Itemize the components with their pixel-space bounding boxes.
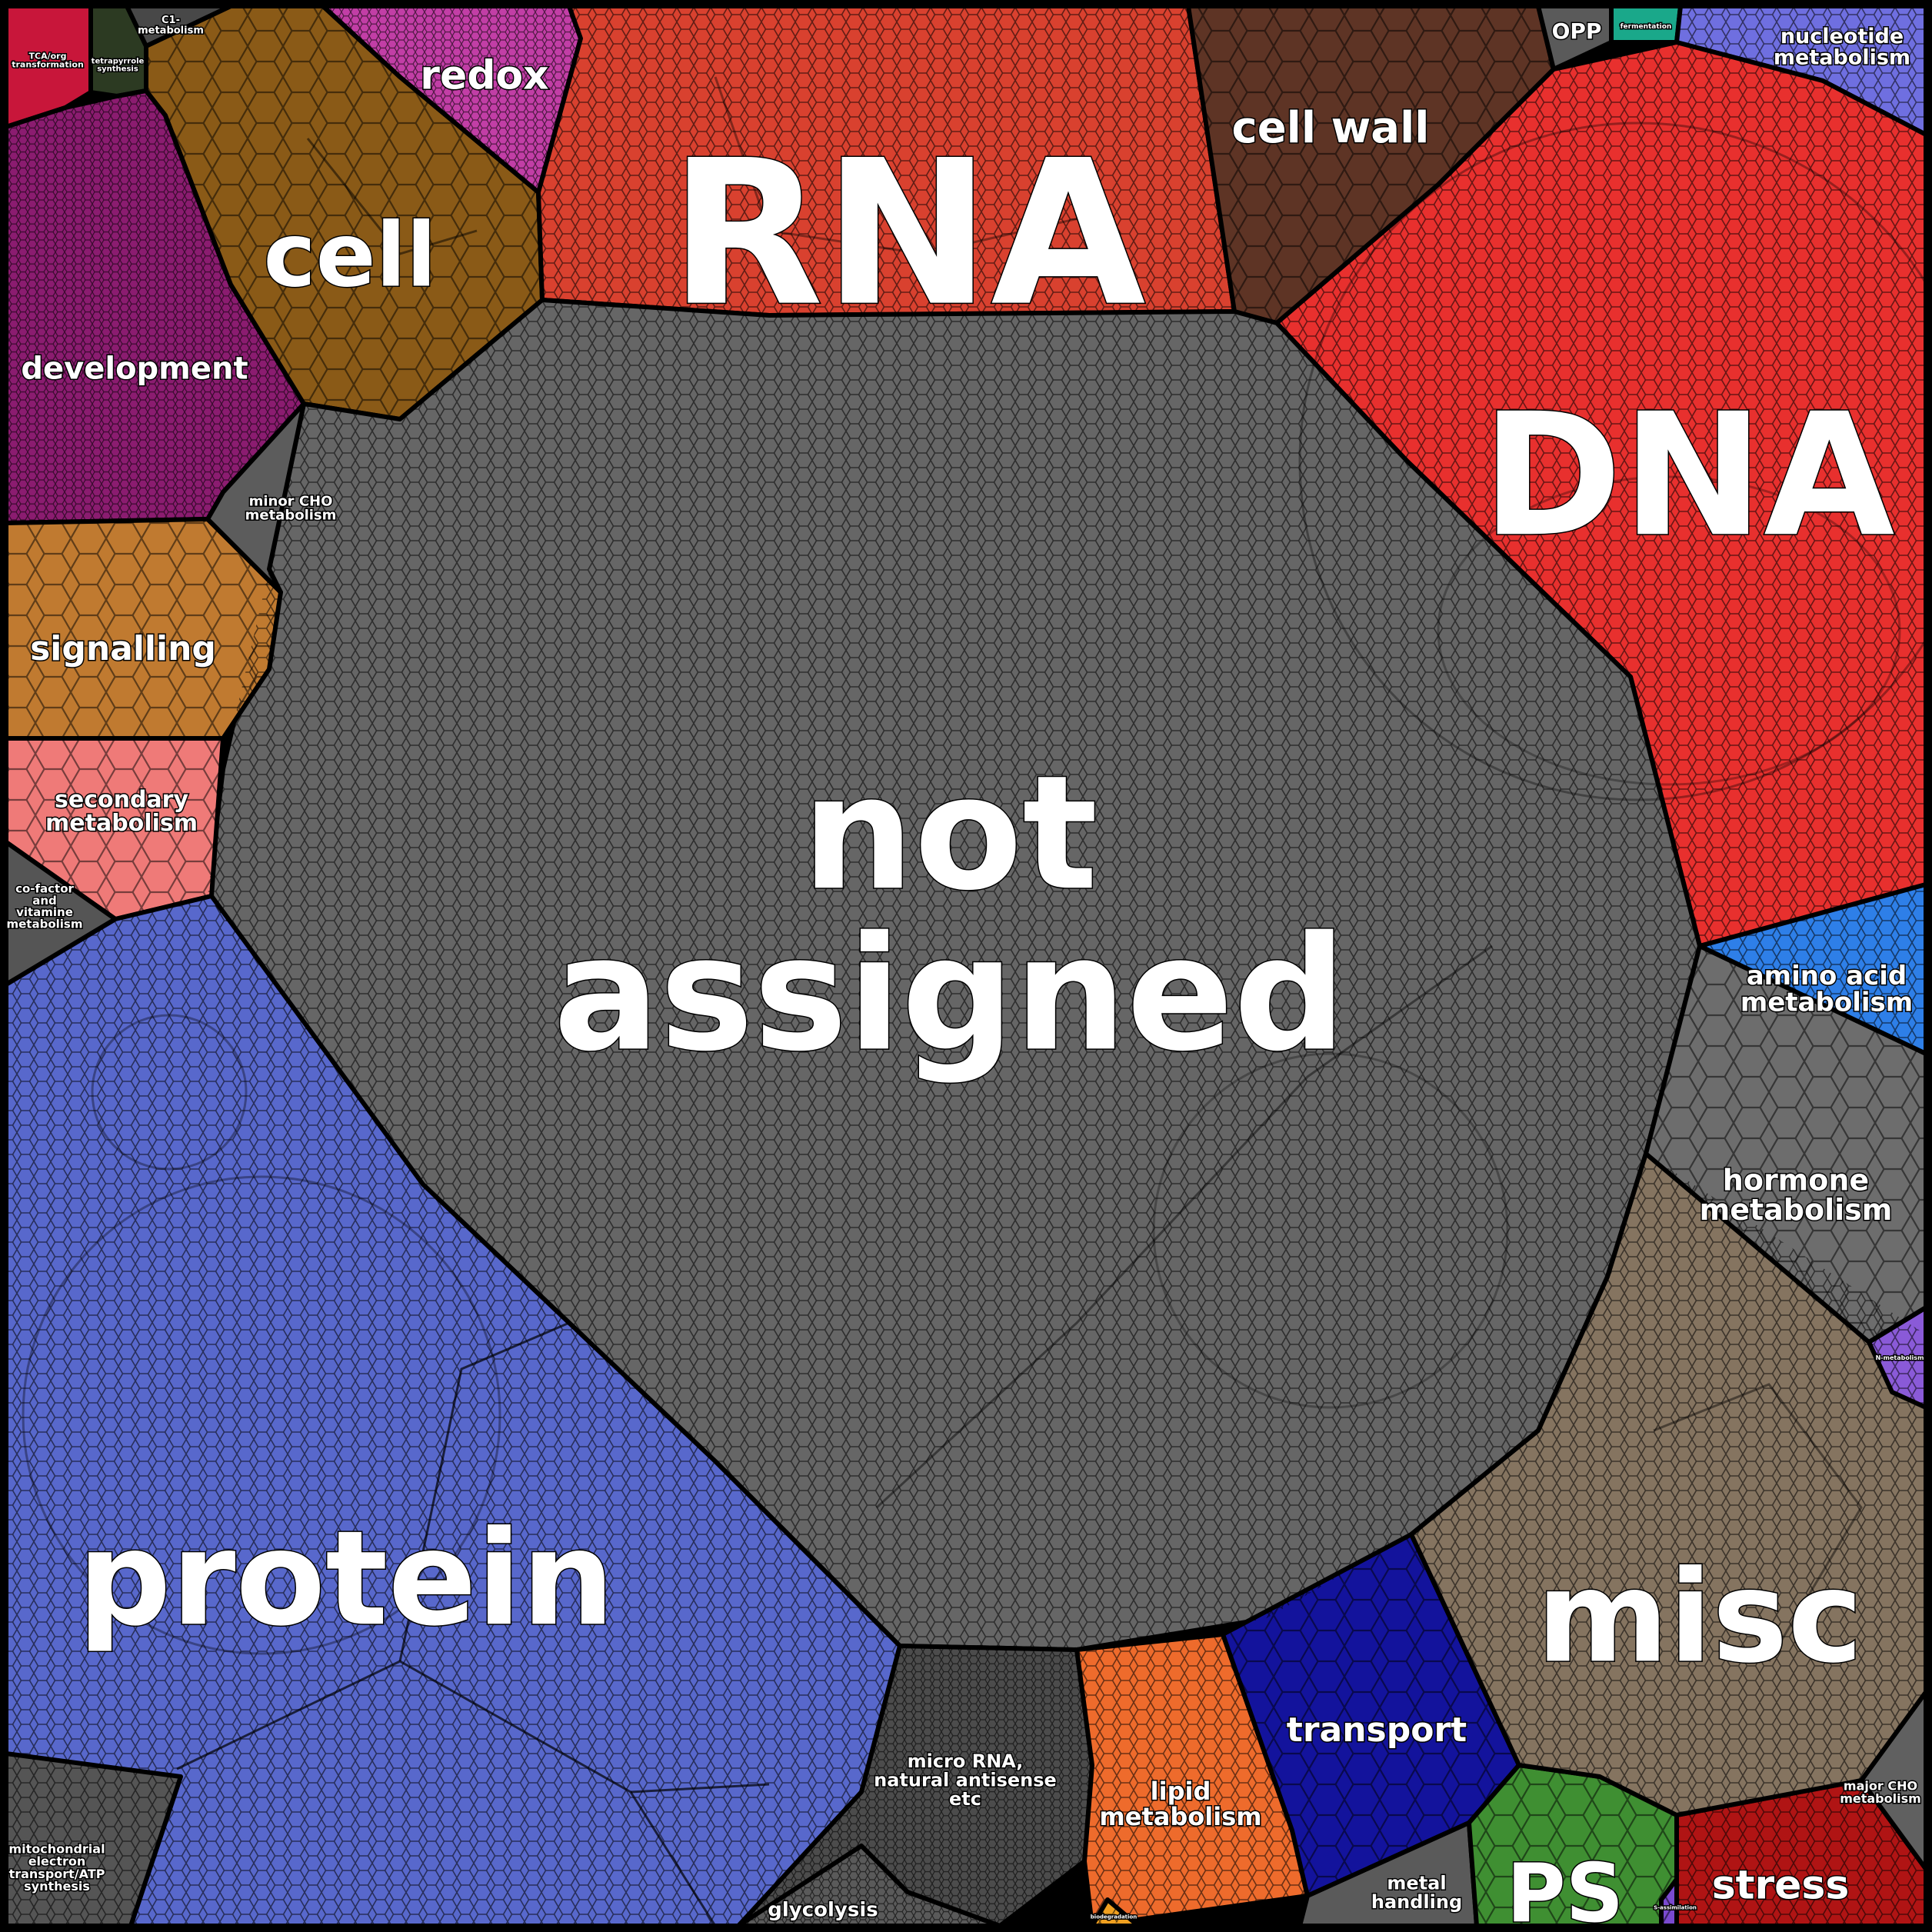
label-line: synthesis: [97, 65, 138, 74]
label-cell-wall: cell wall: [1232, 103, 1430, 153]
label-transport: transport: [1287, 1710, 1467, 1750]
label-line: nucleotide: [1780, 25, 1904, 48]
label-s-assimilation: S-assimilation: [1654, 1905, 1697, 1911]
label-ps: PS: [1507, 1847, 1624, 1932]
label-secondary-metabolism: secondary metabolism: [45, 787, 198, 838]
label-nucleotide-metabolism: nucleotide metabolism: [1774, 25, 1910, 70]
label-signalling: signalling: [30, 629, 216, 668]
label-line: metabolism: [1774, 45, 1910, 69]
label-metal-handling: metal handling: [1371, 1872, 1462, 1912]
label-line: hormone: [1723, 1163, 1869, 1197]
label-line: co-factor: [15, 881, 74, 895]
label-line: metabolism: [245, 508, 337, 524]
label-line: N-metabolism: [1876, 1354, 1924, 1361]
label-line: mitochondrial: [8, 1841, 105, 1856]
label-line: handling: [1371, 1891, 1462, 1913]
label-micro-rna: micro RNA, natural antisense etc: [874, 1750, 1057, 1810]
label-line: cell wall: [1232, 103, 1430, 153]
label-line: biodegradation: [1091, 1914, 1137, 1920]
label-line: transport/ATP: [9, 1867, 105, 1881]
label-line: PS: [1507, 1847, 1624, 1932]
label-line: metabolism: [7, 917, 83, 931]
label-line: transport: [1287, 1710, 1467, 1750]
label-development: development: [21, 351, 248, 386]
label-line: secondary: [55, 787, 188, 814]
label-line: development: [21, 351, 248, 386]
label-cell: cell: [263, 204, 436, 307]
label-line: minor CHO: [249, 493, 333, 509]
label-line: S-assimilation: [1654, 1905, 1697, 1911]
label-line: lipid: [1151, 1777, 1211, 1806]
label-line: OPP: [1552, 18, 1602, 44]
label-line: tetrapyrrole: [92, 58, 145, 66]
label-line: stress: [1712, 1863, 1850, 1909]
label-hormone-metabolism: hormone metabolism: [1700, 1163, 1893, 1227]
label-mitochondrial-electron-transport: mitochondrial electron transport/ATP synthe…: [8, 1841, 105, 1894]
label-layer: not assigned RNA DNA protein misc cell cell wal…: [5, 14, 1925, 1932]
label-minor-cho-metabolism: minor CHO metabolism: [245, 493, 337, 523]
label-line: assigned: [553, 903, 1346, 1086]
label-amino-acid-metabolism: amino acid metabolism: [1740, 961, 1913, 1018]
label-line: amino acid: [1747, 961, 1907, 991]
label-fermentation: fermentation: [1621, 23, 1672, 31]
label-line: signalling: [30, 629, 216, 668]
label-misc: misc: [1537, 1543, 1864, 1690]
label-line: misc: [1537, 1543, 1864, 1690]
label-major-cho-metabolism: major CHO metabolism: [1840, 1779, 1921, 1806]
label-line: metabolism: [1700, 1193, 1893, 1227]
label-line: protein: [78, 1503, 615, 1655]
label-line: and: [32, 894, 57, 908]
label-line: synthesis: [24, 1879, 90, 1894]
label-opp: OPP: [1552, 18, 1602, 44]
label-line: DNA: [1481, 377, 1894, 574]
label-line: C1-: [162, 15, 180, 26]
label-line: metabolism: [1840, 1791, 1921, 1806]
label-line: glycolysis: [768, 1898, 878, 1921]
label-line: vitamine: [16, 905, 73, 919]
label-tca-org-transformation: TCA/org transformation: [12, 51, 84, 69]
label-line: micro RNA,: [908, 1750, 1024, 1772]
label-stress: stress: [1712, 1863, 1850, 1909]
label-co-factor-metabolism: co-factor and vitamine metabolism: [7, 881, 83, 931]
label-lipid-metabolism: lipid metabolism: [1099, 1777, 1261, 1831]
label-not-assigned: not assigned: [553, 742, 1346, 1086]
label-glycolysis: glycolysis: [768, 1898, 878, 1921]
label-c1-metabolism: C1-metabolism: [138, 15, 204, 36]
label-rna: RNA: [669, 118, 1147, 351]
label-dna: DNA: [1481, 377, 1894, 574]
label-line: metabolism: [138, 25, 204, 36]
label-line: transformation: [12, 60, 84, 70]
label-line: metal: [1387, 1872, 1446, 1894]
label-n-metabolism: N-metabolism: [1876, 1354, 1924, 1361]
label-line: natural antisense: [874, 1770, 1057, 1791]
label-line: fermentation: [1621, 23, 1672, 31]
label-line: redox: [420, 53, 548, 99]
label-line: RNA: [669, 118, 1147, 351]
label-line: TCA/org: [29, 51, 67, 61]
label-line: major CHO: [1844, 1779, 1917, 1794]
label-line: metabolism: [1099, 1802, 1261, 1831]
label-line: not: [802, 742, 1098, 925]
label-line: metabolism: [45, 810, 198, 837]
label-redox: redox: [420, 53, 548, 99]
label-line: metabolism: [1740, 988, 1913, 1018]
label-biodegradation: biodegradation: [1091, 1914, 1137, 1920]
label-line: electron: [28, 1854, 86, 1869]
label-line: cell: [263, 204, 436, 307]
label-protein: protein: [78, 1503, 615, 1655]
label-line: etc: [949, 1788, 981, 1810]
label-tetrapyrrole-synthesis: tetrapyrrole synthesis: [92, 58, 145, 74]
